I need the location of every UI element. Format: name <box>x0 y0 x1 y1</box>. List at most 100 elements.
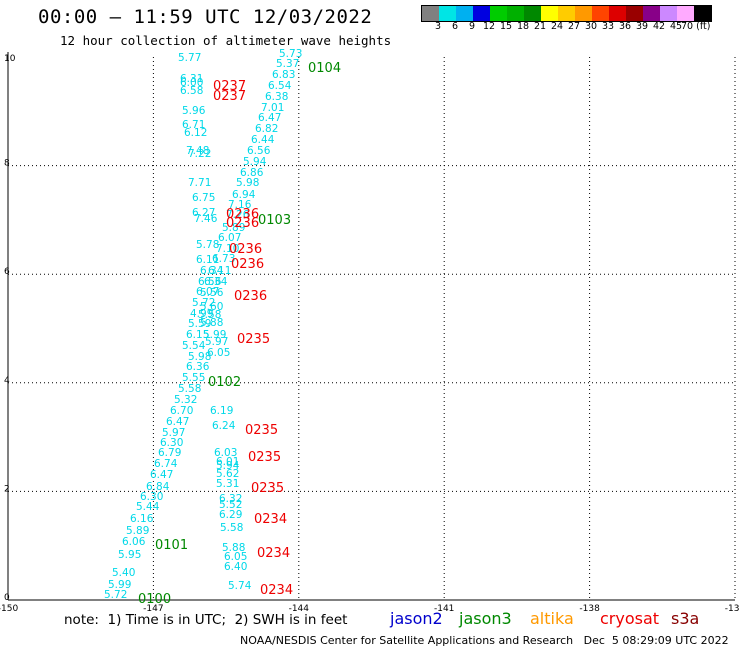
swh-label: 5.99 <box>203 329 226 341</box>
swh-label: 6.38 <box>265 91 288 103</box>
swh-label: 5.40 <box>112 567 135 579</box>
swh-label: 5.55 <box>182 372 205 384</box>
swh-label: 5.59 <box>188 318 211 330</box>
credit-line: NOAA/NESDIS Center for Satellite Applica… <box>240 634 729 647</box>
color-swatch <box>541 6 558 21</box>
satellite-legend-jason2: jason2 <box>390 609 443 628</box>
pass-time-label: 0235 <box>248 450 281 465</box>
pass-time-label: 0234 <box>260 583 293 598</box>
swh-label: 6.47 <box>258 112 281 124</box>
y-tick-label: 4 <box>4 376 10 386</box>
satellite-legend-jason3: jason3 <box>459 609 512 628</box>
swh-label: 5.74 <box>228 580 252 592</box>
y-tick-label: 6 <box>4 267 10 277</box>
x-tick-label: -138 <box>579 604 600 614</box>
swh-label: 5.96 <box>182 105 206 117</box>
swh-label: 6.00 <box>180 77 203 89</box>
color-swatch <box>507 6 524 21</box>
color-swatch <box>694 6 711 21</box>
swh-label: 5.72 <box>192 297 215 309</box>
color-swatch <box>439 6 456 21</box>
x-tick-label: -147 <box>143 604 163 614</box>
swh-label: 6.47 <box>166 416 189 428</box>
color-swatch <box>575 6 592 21</box>
color-scale-label: 24 <box>550 21 564 32</box>
swh-label: 6.11 <box>208 265 231 277</box>
color-swatch <box>422 6 439 21</box>
color-swatch <box>643 6 660 21</box>
swh-label: 5.78 <box>196 239 219 251</box>
color-swatch <box>558 6 575 21</box>
swh-label: 7.16 <box>228 199 252 211</box>
swh-label: 6.29 <box>219 509 242 521</box>
y-tick-label: 8 <box>4 159 10 169</box>
color-scale-label: 3 <box>434 21 442 32</box>
swh-label: 6.34 <box>204 276 228 288</box>
color-scale-label: 30 <box>584 21 598 32</box>
satellite-legend-altika: altika <box>530 609 574 628</box>
color-scale-label: 6 <box>451 21 459 32</box>
swh-label: 6.07 <box>196 286 219 298</box>
color-scale-label: 70 (ft) <box>681 21 711 32</box>
footer-note: note: 1) Time is in UTC; 2) SWH is in fe… <box>64 612 348 628</box>
swh-label: 6.58 <box>180 85 203 97</box>
swh-label: 6.70 <box>170 405 193 417</box>
x-tick-label: -135 <box>725 604 740 614</box>
color-scale-label: 12 <box>482 21 496 32</box>
pass-time-label: 0236 <box>226 207 259 222</box>
color-scale-label: 42 <box>652 21 666 32</box>
swh-label: 6.19 <box>210 405 233 417</box>
swh-label: 6.05 <box>224 551 247 563</box>
swh-label: 5.58 <box>178 383 201 395</box>
page-subtitle: 12 hour collection of altimeter wave hei… <box>60 33 392 48</box>
color-swatch <box>490 6 507 21</box>
pass-time-label: 0234 <box>254 512 287 527</box>
pass-time-label: 0102 <box>208 375 241 390</box>
pass-time-label: 0234 <box>257 546 290 561</box>
y-tick-label: 10 <box>4 54 16 64</box>
swh-label: 4.99 <box>190 308 213 320</box>
swh-label: 6.73 <box>212 253 235 265</box>
color-swatch <box>677 6 694 21</box>
swh-label: 5.88 <box>222 542 245 554</box>
swh-label: 6.11 <box>196 254 219 266</box>
pass-time-label: 0104 <box>308 61 341 76</box>
swh-label: 6.44 <box>251 134 275 146</box>
swh-label: 6.74 <box>154 458 178 470</box>
swh-label: 6.75 <box>192 192 215 204</box>
color-scale-bar <box>421 5 712 22</box>
swh-label: 6.24 <box>212 420 236 432</box>
pass-time-label: 0235 <box>251 481 284 496</box>
swh-label: 5.77 <box>178 52 201 64</box>
swh-label: 6.54 <box>268 80 292 92</box>
swh-label: 6.40 <box>224 561 247 573</box>
swh-label: 6.16 <box>130 513 154 525</box>
swh-label: 6.36 <box>186 361 210 373</box>
y-tick-label: 0 <box>4 593 10 603</box>
swh-label: 7.71 <box>188 177 211 189</box>
swh-label: 5.89 <box>126 525 149 537</box>
swh-label: 6.27 <box>192 207 215 219</box>
color-swatch <box>609 6 626 21</box>
swh-label: 5.37 <box>276 58 299 70</box>
swh-label: 7.10 <box>216 243 239 255</box>
color-swatch <box>592 6 609 21</box>
swh-label: 6.83 <box>272 69 295 81</box>
swh-label: 5.31 <box>216 478 239 490</box>
swh-label: 6.34 <box>200 265 224 277</box>
pass-time-label: 0235 <box>237 332 270 347</box>
pass-time-label: 0237 <box>213 89 246 104</box>
satellite-legend-s3a: s3a <box>671 609 700 628</box>
color-swatch <box>473 6 490 21</box>
swh-label: 6.86 <box>240 167 264 179</box>
swh-label: 5.99 <box>108 579 131 591</box>
swh-label: 5.32 <box>174 394 197 406</box>
y-tick-label: 2 <box>4 484 10 494</box>
swh-label: 6.07 <box>218 232 241 244</box>
swh-label: 7.48 <box>186 145 209 157</box>
x-tick-label: -141 <box>434 604 454 614</box>
color-scale-label: 9 <box>468 21 476 32</box>
pass-time-label: 0236 <box>229 242 262 257</box>
swh-label: 6.06 <box>122 536 146 548</box>
x-tick-label: -144 <box>289 604 310 614</box>
